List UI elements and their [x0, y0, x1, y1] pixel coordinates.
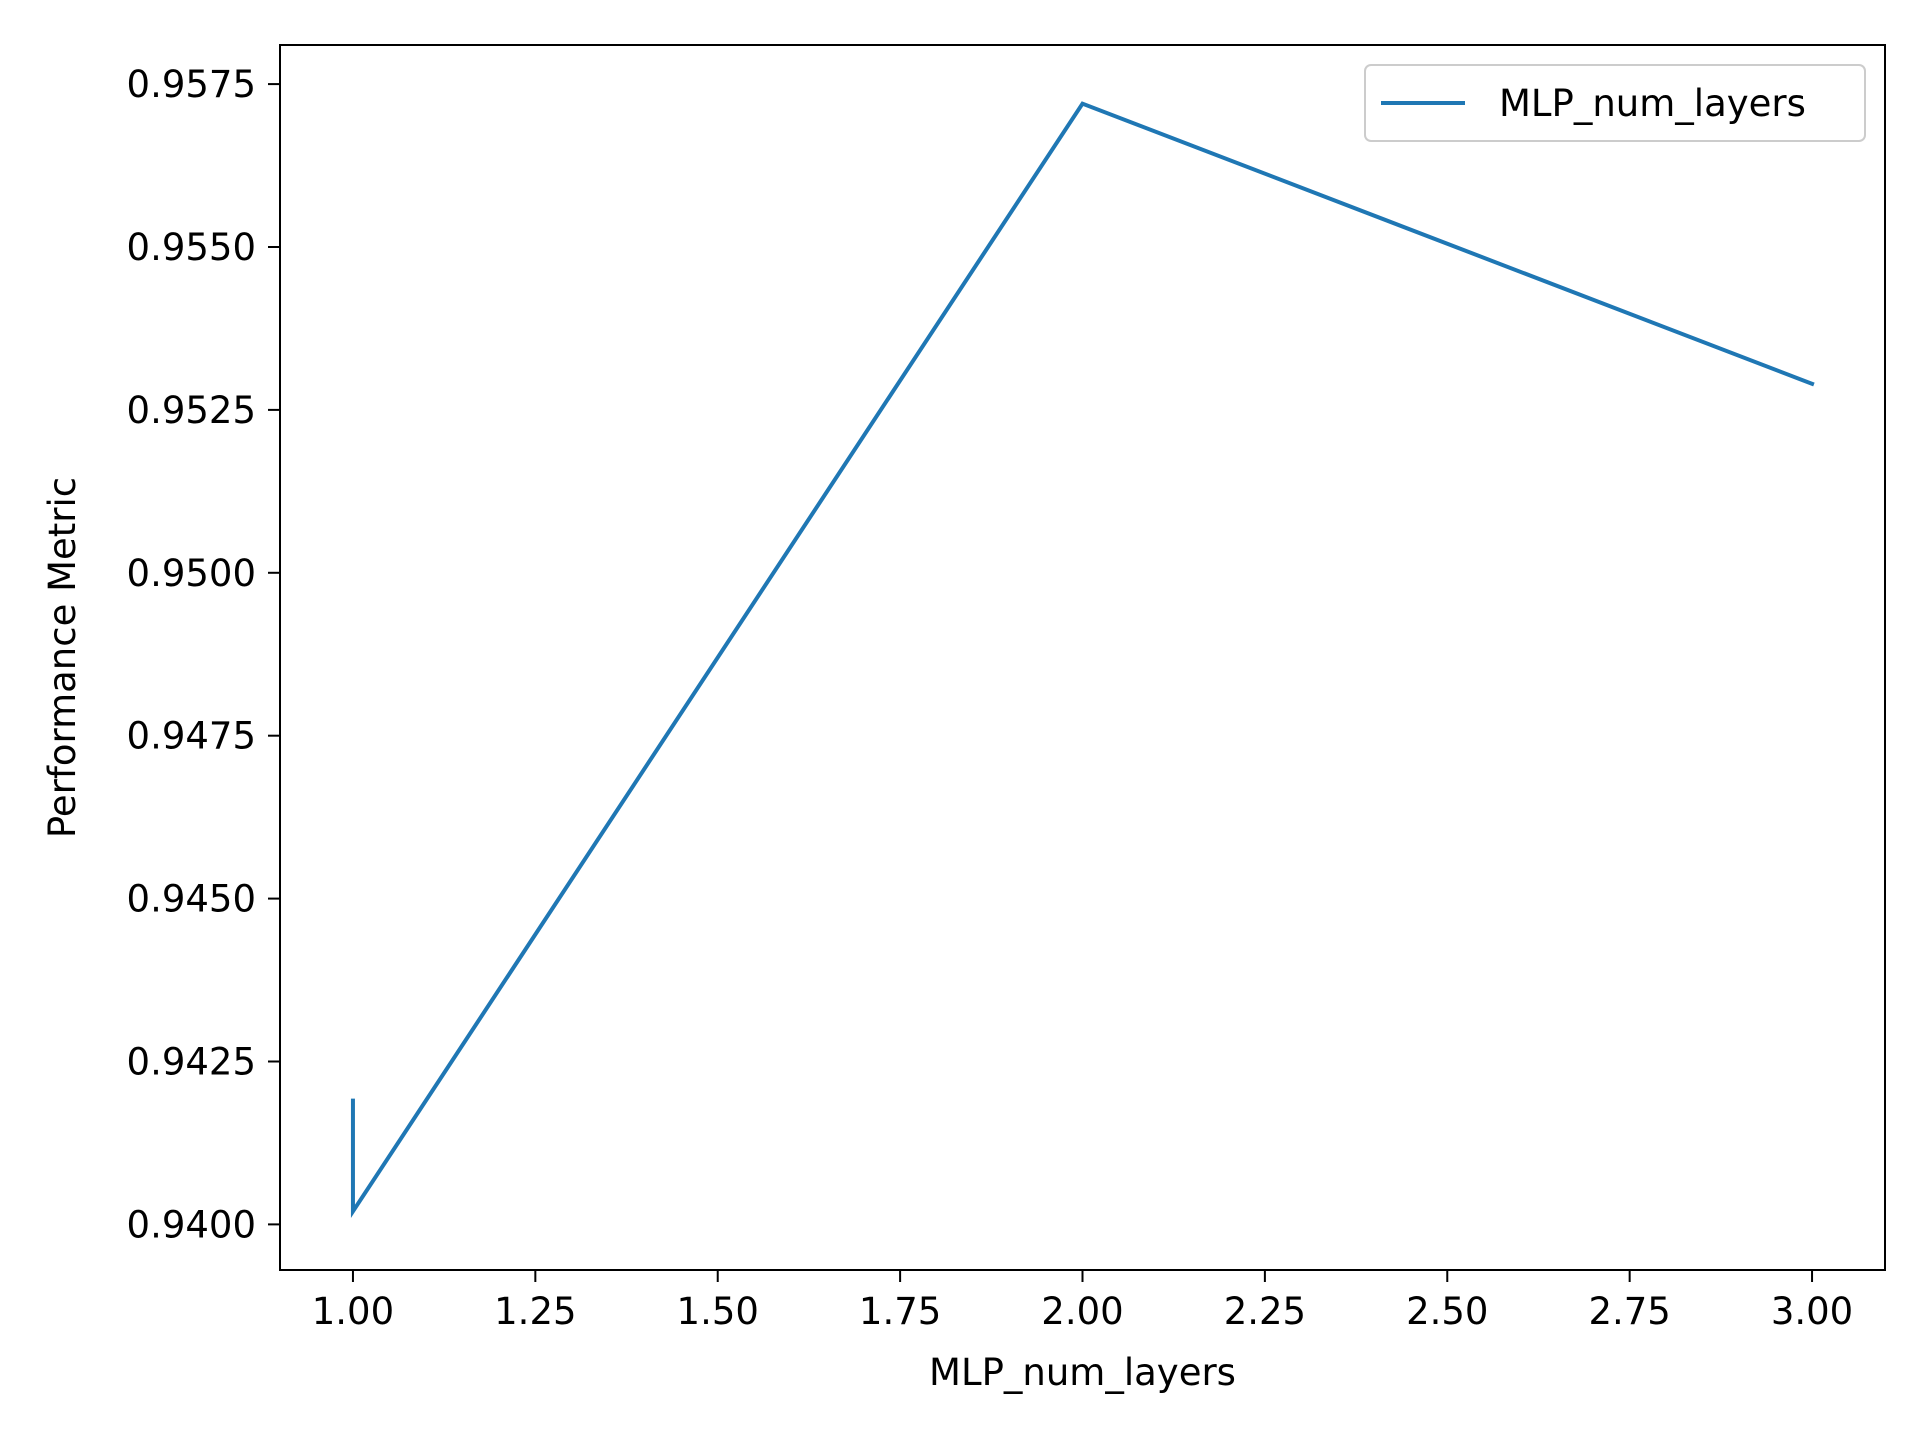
y-tick-label: 0.9575	[127, 63, 256, 106]
y-tick-label: 0.9525	[127, 389, 256, 432]
x-tick-label: 2.25	[1224, 1290, 1306, 1333]
x-tick-label: 2.75	[1588, 1290, 1670, 1333]
axes-frame	[279, 44, 1886, 1271]
plot-area	[350, 101, 1815, 1219]
legend-label: MLP_num_layers	[1499, 82, 1806, 125]
y-tick-label: 0.9425	[127, 1040, 256, 1083]
legend: MLP_num_layers	[1364, 64, 1866, 142]
y-axis-label: Performance Metric	[41, 477, 84, 838]
x-tick-label: 3.00	[1771, 1290, 1853, 1333]
legend-box	[1364, 64, 1866, 142]
y-tick-label: 0.9500	[127, 552, 256, 595]
y-tick-label: 0.9475	[127, 715, 256, 758]
x-tick-label: 2.00	[1041, 1290, 1123, 1333]
x-tick-label: 1.00	[312, 1290, 394, 1333]
y-axis-ticks: 0.9400 0.9425 0.9450 0.9475 0.9500 0.9525 0.95…	[127, 63, 280, 1246]
x-tick-label: 1.50	[677, 1290, 759, 1333]
x-axis-ticks: 1.00 1.25 1.50 1.75 2.00 2.25 2.50 2.75 3.00	[312, 1270, 1853, 1333]
x-tick-label: 1.25	[494, 1290, 576, 1333]
y-tick-label: 0.9550	[127, 226, 256, 269]
y-tick-label: 0.9400	[127, 1203, 256, 1246]
x-tick-label: 2.50	[1406, 1290, 1488, 1333]
x-axis-label: MLP_num_layers	[929, 1351, 1236, 1394]
series-line-0	[350, 101, 1815, 1219]
x-tick-label: 1.75	[859, 1290, 941, 1333]
y-tick-label: 0.9450	[127, 878, 256, 921]
